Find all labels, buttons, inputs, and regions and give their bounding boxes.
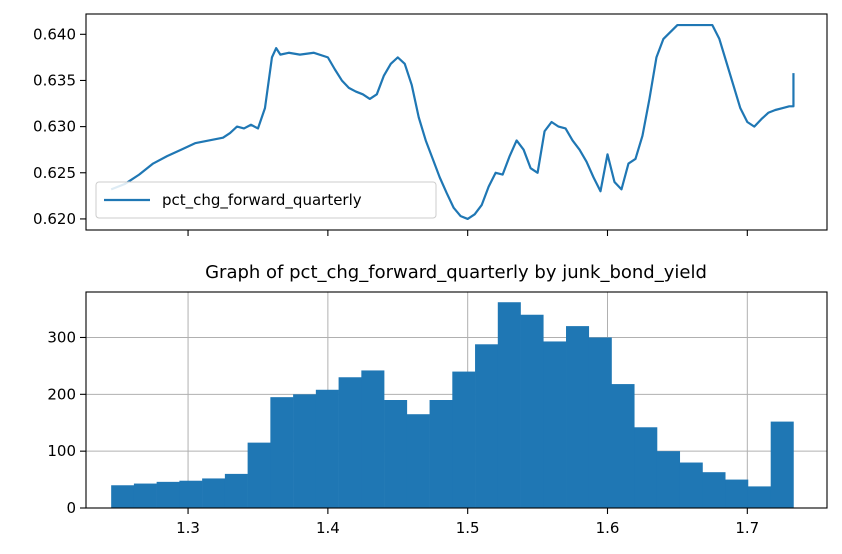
histogram-bar	[702, 472, 726, 508]
histogram-y-tick-label: 300	[47, 328, 76, 346]
line-chart-y-tick-label: 0.640	[33, 25, 76, 43]
legend-label: pct_chg_forward_quarterly	[162, 191, 362, 210]
histogram-bar	[679, 462, 703, 508]
histogram-bars	[111, 302, 794, 508]
histogram-bar	[224, 473, 248, 508]
histogram-bar	[406, 414, 430, 508]
histogram-axes: 0 100 200 300 1.3 1.4 1.5 1.6 1.7 Graph of pct_…	[47, 262, 828, 537]
histogram-x-tick-label: 1.6	[596, 519, 620, 537]
histogram-bar	[611, 384, 635, 508]
histogram-bar	[475, 344, 499, 508]
line-chart-y-ticks: 0.620 0.625 0.630 0.635 0.640	[33, 25, 86, 228]
histogram-bar	[497, 302, 521, 508]
histogram-y-tick-label: 100	[47, 442, 76, 460]
histogram-bar	[429, 400, 453, 508]
line-chart-axes: 0.620 0.625 0.630 0.635 0.640 pct_chg_forwar…	[33, 13, 828, 236]
legend-box	[95, 181, 437, 219]
line-chart-y-tick-label: 0.620	[33, 210, 76, 228]
histogram-x-ticks: 1.3 1.4 1.5 1.6 1.7	[176, 508, 759, 537]
histogram-x-tick-label: 1.4	[316, 519, 340, 537]
histogram-bar	[452, 371, 476, 508]
line-chart-y-tick-label: 0.635	[33, 71, 76, 89]
line-chart-y-tick-label: 0.625	[33, 164, 76, 182]
histogram-y-tick-label: 0	[66, 499, 76, 517]
histogram-x-tick-label: 1.3	[176, 519, 200, 537]
histogram-bar	[566, 326, 590, 508]
histogram-bar	[747, 486, 771, 508]
histogram-bar	[270, 397, 294, 508]
histogram-y-ticks: 0 100 200 300	[47, 328, 86, 517]
histogram-bar	[133, 483, 157, 508]
histogram-x-tick-label: 1.5	[456, 519, 480, 537]
histogram-bar	[384, 400, 408, 508]
line-series-pct-chg-forward-quarterly	[110, 23, 795, 221]
histogram-x-tick-label: 1.7	[735, 519, 759, 537]
histogram-bar	[361, 370, 385, 508]
histogram-bar	[111, 485, 135, 508]
histogram-bar	[247, 442, 271, 508]
histogram-bar	[725, 479, 749, 508]
histogram-title: Graph of pct_chg_forward_quarterly by ju…	[205, 262, 707, 283]
histogram-bar	[543, 341, 567, 508]
histogram-bar	[315, 389, 339, 508]
histogram-bar	[770, 421, 794, 508]
histogram-bar	[293, 394, 317, 508]
line-chart-y-tick-label: 0.630	[33, 118, 76, 136]
histogram-bar	[179, 480, 203, 508]
histogram-bar	[588, 337, 612, 508]
histogram-y-tick-label: 200	[47, 385, 76, 403]
histogram-bar	[656, 451, 681, 508]
histogram-bar	[202, 478, 226, 508]
legend: pct_chg_forward_quarterly	[95, 181, 437, 219]
histogram-bar	[156, 481, 180, 508]
histogram-frame	[85, 291, 828, 509]
line-chart-x-ticks	[187, 230, 748, 236]
histogram-bar	[338, 377, 362, 508]
histogram-bar	[634, 427, 658, 508]
histogram-bar	[520, 314, 544, 508]
line-chart-frame	[85, 13, 828, 231]
